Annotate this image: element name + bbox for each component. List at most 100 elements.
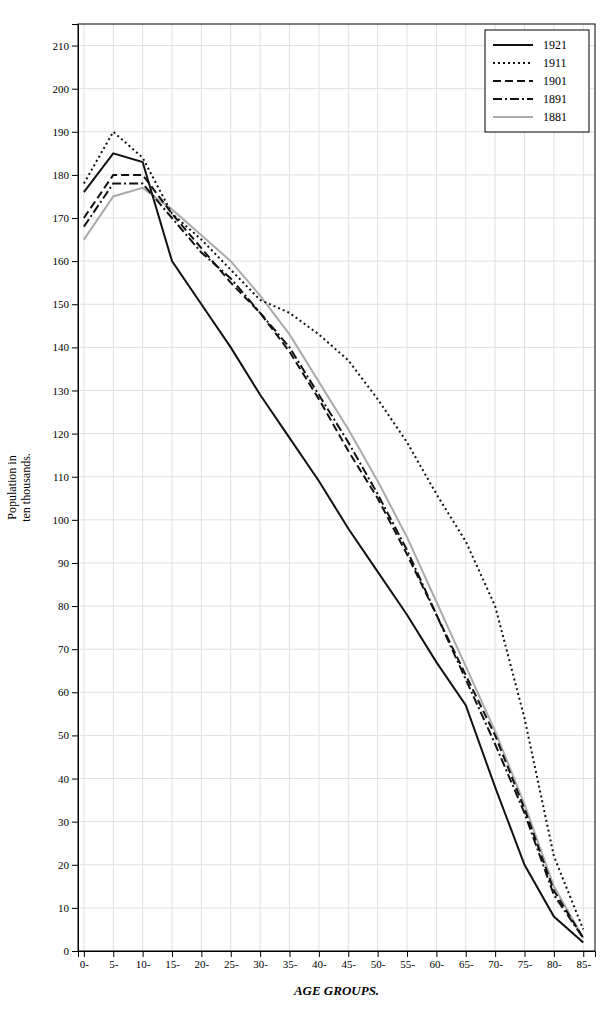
legend-label: 1901 <box>543 74 567 88</box>
grid-line <box>78 606 595 607</box>
tick-mark <box>72 779 78 780</box>
tick: 90 <box>58 557 78 569</box>
legend-swatch <box>493 116 533 118</box>
tick-label: 55- <box>400 958 415 970</box>
grid-line <box>83 24 84 951</box>
tick: 30 <box>58 816 78 828</box>
tick: 5- <box>109 951 119 970</box>
tick-label: 30- <box>253 958 268 970</box>
tick-mark <box>378 951 379 957</box>
tick: 35- <box>283 951 298 970</box>
tick-label: 120 <box>53 428 70 440</box>
tick-mark <box>72 865 78 866</box>
tick-label: 180 <box>53 169 70 181</box>
tick: 40- <box>312 951 327 970</box>
tick-label: 50 <box>58 729 70 741</box>
tick: 160 <box>53 255 79 267</box>
grid-line <box>78 864 595 865</box>
tick-mark <box>72 692 78 693</box>
grid-line <box>348 24 349 951</box>
tick: 110 <box>53 471 78 483</box>
tick: 65- <box>459 951 474 970</box>
tick-mark <box>72 908 78 909</box>
tick: 30- <box>253 951 268 970</box>
tick-label: 90 <box>58 557 70 569</box>
legend-label: 1881 <box>543 110 567 124</box>
grid-line <box>78 433 595 434</box>
tick-mark <box>436 951 437 957</box>
tick: 75- <box>518 951 533 970</box>
grid-line <box>78 562 595 563</box>
legend-label: 1921 <box>543 38 567 52</box>
grid-line <box>78 519 595 520</box>
grid-line <box>436 24 437 951</box>
tick: 60- <box>430 951 445 970</box>
tick-label: 65- <box>459 958 474 970</box>
tick: 80 <box>58 600 78 612</box>
tick-label: 0- <box>80 958 90 970</box>
tick-label: 70- <box>488 958 503 970</box>
tick-mark <box>583 951 584 957</box>
tick-mark <box>319 951 320 957</box>
grid <box>78 24 595 951</box>
tick-mark <box>84 951 85 957</box>
tick-mark <box>72 606 78 607</box>
grid-line <box>78 778 595 779</box>
tick-label: 170 <box>53 212 70 224</box>
tick: 150 <box>53 298 79 310</box>
tick-mark <box>143 951 144 957</box>
tick-label: 110 <box>53 471 70 483</box>
tick: 55- <box>400 951 415 970</box>
tick-label: 190 <box>53 126 70 138</box>
tick-mark <box>554 951 555 957</box>
grid-line <box>318 24 319 951</box>
tick-mark <box>72 261 78 262</box>
tick-mark <box>495 951 496 957</box>
grid-line <box>78 218 595 219</box>
grid-line <box>260 24 261 951</box>
grid-line <box>495 24 496 951</box>
x-axis-label: AGE GROUPS. <box>293 983 379 998</box>
lines <box>84 132 583 943</box>
tick-label: 160 <box>53 255 70 267</box>
axis-line <box>79 952 596 958</box>
grid-line <box>377 24 378 951</box>
tick-label: 200 <box>53 83 70 95</box>
tick-label: 70 <box>58 643 70 655</box>
series-line <box>84 188 583 938</box>
tick: 70- <box>488 951 503 970</box>
tick-mark <box>72 304 78 305</box>
tick: 15- <box>165 951 180 970</box>
grid-line <box>230 24 231 951</box>
tick-mark <box>525 951 526 957</box>
tick-label: 150 <box>53 298 70 310</box>
tick-mark <box>72 649 78 650</box>
grid-line <box>78 174 595 175</box>
tick-label: 75- <box>518 958 533 970</box>
tick: 20- <box>195 951 210 970</box>
chart: 0-5-10-15-20-25-30-35-40-45-50-55-60-65-… <box>0 0 615 1013</box>
tick-label: 30 <box>58 816 70 828</box>
tick-mark <box>72 347 78 348</box>
tick-mark <box>172 951 173 957</box>
x-axis: 0-5-10-15-20-25-30-35-40-45-50-55-60-65-… <box>79 951 596 970</box>
tick-mark <box>72 434 78 435</box>
tick-label: 40 <box>58 773 70 785</box>
tick-label: 0 <box>64 945 70 957</box>
tick-mark <box>201 951 202 957</box>
legend-swatch <box>493 98 533 100</box>
tick: 210 <box>53 40 79 52</box>
tick: 130 <box>53 385 79 397</box>
tick-mark <box>72 477 78 478</box>
tick-label: 80 <box>58 600 70 612</box>
tick: 0- <box>80 951 90 970</box>
tick-label: 140 <box>53 341 70 353</box>
tick: 180 <box>53 169 79 181</box>
plot: 0-5-10-15-20-25-30-35-40-45-50-55-60-65-… <box>5 24 596 998</box>
tick-mark <box>290 951 291 957</box>
grid-line <box>583 24 584 951</box>
tick-mark <box>260 951 261 957</box>
y-axis-label: Population inten thousands. <box>5 453 33 522</box>
tick-mark <box>407 951 408 957</box>
tick: 40 <box>58 773 78 785</box>
